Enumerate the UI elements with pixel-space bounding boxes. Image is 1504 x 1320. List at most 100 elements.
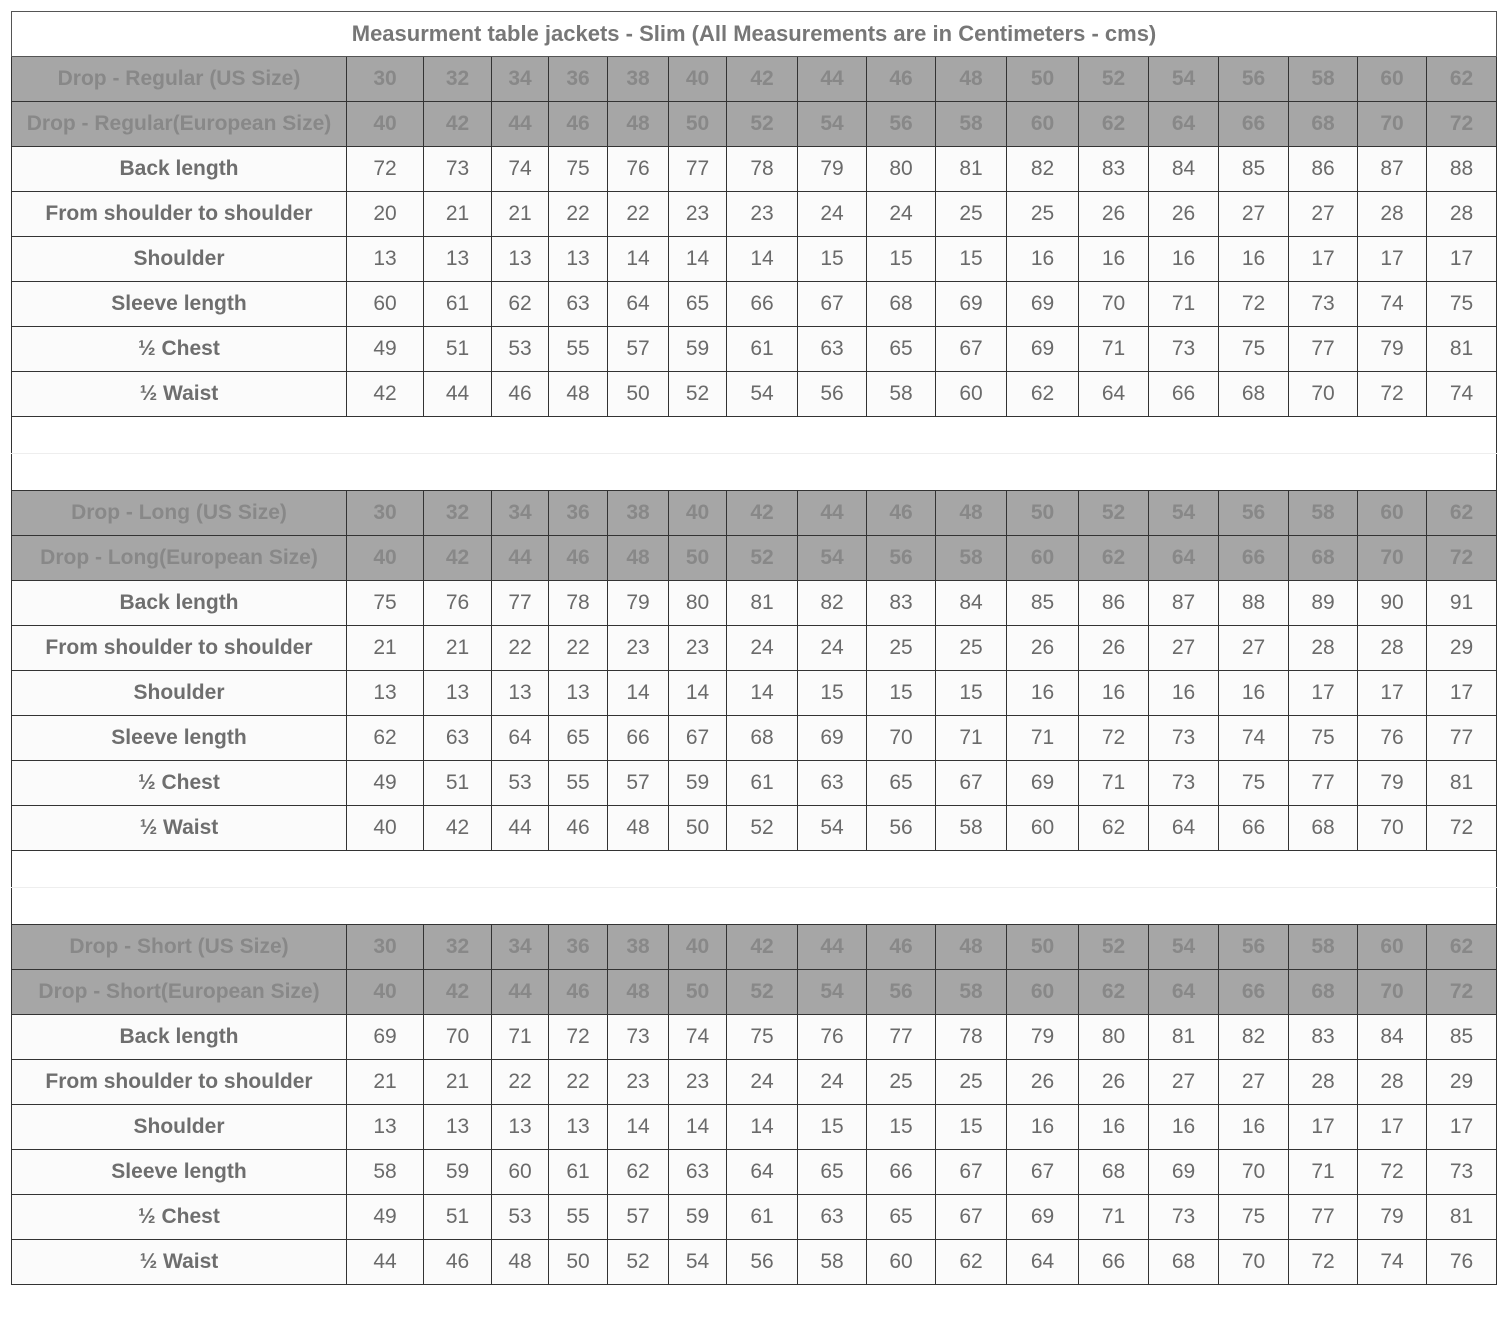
eu-size-header-cell: 50	[668, 969, 727, 1015]
table-cell: 23	[607, 1059, 669, 1105]
table-cell: 62	[607, 1149, 669, 1195]
table-cell: 15	[797, 1104, 867, 1150]
table-cell: 75	[1288, 715, 1358, 761]
us-size-header-cell: 60	[1357, 56, 1427, 102]
table-cell: 26	[1006, 1059, 1079, 1105]
row-label: ½ Waist	[11, 805, 347, 851]
us-size-header-cell: 56	[1218, 490, 1289, 536]
table-row: ½ Chest 49 51 53 55 57 59 61 63 65 67 69 71 73 75 77 79 8…	[11, 760, 1498, 806]
us-size-header-cell: 58	[1288, 490, 1358, 536]
table-cell: 21	[423, 191, 492, 237]
table-cell: 76	[607, 146, 669, 192]
us-size-header-cell: 44	[797, 56, 867, 102]
table-cell: 22	[548, 625, 608, 671]
us-size-header-cell: 38	[607, 490, 669, 536]
table-cell: 79	[1357, 1194, 1427, 1240]
table-cell: 29	[1425, 625, 1498, 671]
eu-size-header-cell: 54	[797, 101, 867, 147]
spacer-row	[10, 887, 1498, 925]
table-row: From shoulder to shoulder 20 21 21 22 22 23 23 2…	[11, 191, 1498, 237]
table-cell: 53	[491, 760, 549, 806]
table-cell: 48	[491, 1239, 549, 1285]
table-cell: 59	[668, 1194, 727, 1240]
table-cell: 50	[607, 371, 669, 417]
table-cell: 70	[1078, 281, 1149, 327]
table-cell: 24	[726, 1059, 798, 1105]
table-cell: 85	[1006, 580, 1079, 626]
table-cell: 21	[423, 625, 492, 671]
table-cell: 73	[607, 1014, 669, 1060]
eu-size-header-cell: 60	[1006, 101, 1079, 147]
us-size-header-cell: 38	[607, 56, 669, 102]
eu-size-header-cell: 42	[423, 101, 492, 147]
table-title: Measurment table jackets - Slim (All Mea…	[10, 11, 1498, 57]
row-label: ½ Waist	[11, 1239, 347, 1285]
table-cell: 25	[866, 625, 936, 671]
eu-size-header-cell: 58	[935, 969, 1007, 1015]
table-cell: 71	[1078, 760, 1149, 806]
eu-size-header-row: Drop - Long(European Size) 40 42 44 46 48 50 52…	[11, 535, 1498, 581]
table-cell: 25	[935, 1059, 1007, 1105]
table-cell: 21	[346, 1059, 424, 1105]
us-size-header-cell: 52	[1078, 490, 1149, 536]
table-cell: 63	[423, 715, 492, 761]
table-cell: 58	[935, 805, 1007, 851]
table-cell: 23	[668, 191, 727, 237]
table-cell: 75	[1218, 1194, 1289, 1240]
table-cell: 79	[1357, 760, 1427, 806]
us-size-header-row: Drop - Long (US Size) 30 32 34 36 38 40 42 44 46 4…	[11, 490, 1498, 536]
table-cell: 91	[1425, 580, 1498, 626]
table-cell: 49	[346, 1194, 424, 1240]
us-size-header-cell: 50	[1006, 490, 1079, 536]
table-cell: 76	[1425, 1239, 1498, 1285]
table-cell: 13	[491, 236, 549, 282]
us-size-header-cell: 62	[1425, 924, 1498, 970]
table-cell: 77	[1288, 326, 1358, 372]
table-cell: 17	[1288, 1104, 1358, 1150]
table-cell: 78	[548, 580, 608, 626]
table-cell: 53	[491, 1194, 549, 1240]
table-cell: 86	[1078, 580, 1149, 626]
table-cell: 13	[548, 1104, 608, 1150]
table-cell: 65	[866, 326, 936, 372]
table-cell: 13	[346, 670, 424, 716]
table-cell: 49	[346, 326, 424, 372]
table-cell: 84	[1357, 1014, 1427, 1060]
table-cell: 53	[491, 326, 549, 372]
table-cell: 77	[491, 580, 549, 626]
table-cell: 28	[1425, 191, 1498, 237]
table-cell: 60	[491, 1149, 549, 1195]
table-cell: 63	[548, 281, 608, 327]
table-cell: 48	[548, 371, 608, 417]
table-cell: 64	[607, 281, 669, 327]
table-cell: 40	[346, 805, 424, 851]
us-size-header-cell: 56	[1218, 56, 1289, 102]
table-cell: 69	[797, 715, 867, 761]
row-label: Back length	[11, 146, 347, 192]
table-cell: 76	[1357, 715, 1427, 761]
table-cell: 80	[866, 146, 936, 192]
table-cell: 58	[346, 1149, 424, 1195]
us-size-header-cell: 44	[797, 490, 867, 536]
table-cell: 64	[726, 1149, 798, 1195]
us-size-header-cell: 30	[346, 56, 424, 102]
table-row: Back length 69 70 71 72 73 74 75 76 77 78 79 80 81 82 8…	[11, 1014, 1498, 1060]
row-label: Sleeve length	[11, 1149, 347, 1195]
eu-size-header-cell: 66	[1218, 969, 1289, 1015]
eu-size-header-cell: 54	[797, 535, 867, 581]
table-cell: 81	[935, 146, 1007, 192]
table-cell: 17	[1288, 236, 1358, 282]
table-cell: 27	[1148, 1059, 1219, 1105]
table-cell: 23	[668, 1059, 727, 1105]
table-cell: 16	[1148, 236, 1219, 282]
row-label: ½ Chest	[11, 326, 347, 372]
table-cell: 74	[1218, 715, 1289, 761]
table-cell: 58	[797, 1239, 867, 1285]
table-cell: 13	[423, 670, 492, 716]
table-cell: 27	[1148, 625, 1219, 671]
eu-size-header-cell: 44	[491, 535, 549, 581]
table-row: Back length 72 73 74 75 76 77 78 79 80 81 82 83 84 85 8…	[11, 146, 1498, 192]
us-size-header-cell: 60	[1357, 490, 1427, 536]
table-cell: 25	[866, 1059, 936, 1105]
table-cell: 57	[607, 326, 669, 372]
